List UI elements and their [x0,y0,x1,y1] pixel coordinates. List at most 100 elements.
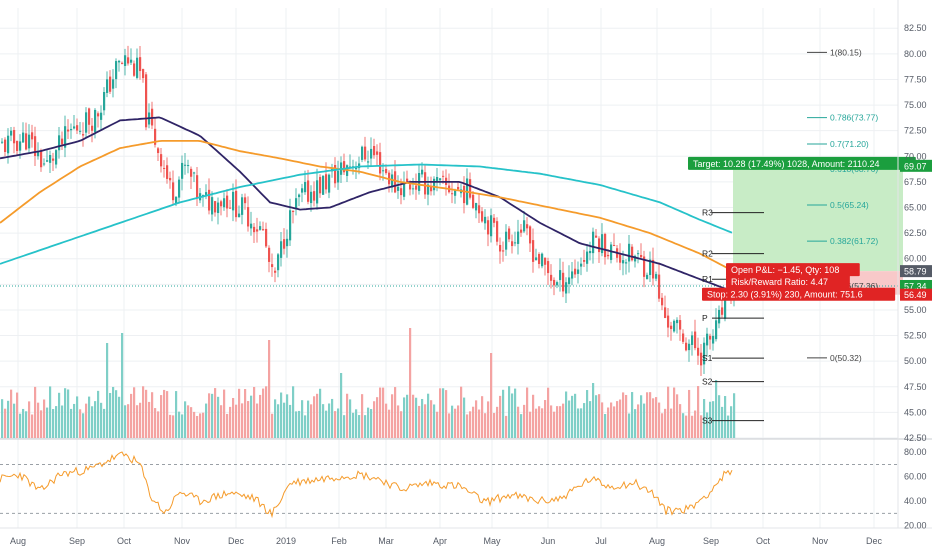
candle-body[interactable] [361,146,364,160]
candle-body[interactable] [169,177,172,181]
candle-body[interactable] [574,268,577,275]
candle-body[interactable] [454,190,457,196]
candle-body[interactable] [505,231,508,250]
candle-body[interactable] [133,63,136,76]
candle-body[interactable] [694,331,697,349]
candle-body[interactable] [493,217,496,223]
candle-body[interactable] [634,255,637,262]
candle-body[interactable] [64,126,67,148]
candle-body[interactable] [112,79,115,89]
candle-body[interactable] [715,320,718,340]
candle-body[interactable] [241,197,244,215]
candle-body[interactable] [655,274,658,279]
candle-body[interactable] [631,246,634,261]
candle-body[interactable] [343,161,346,173]
candle-body[interactable] [538,254,541,264]
candle-body[interactable] [307,180,310,202]
candle-body[interactable] [208,189,211,211]
candle-body[interactable] [712,335,715,344]
candle-body[interactable] [37,151,40,157]
candle-body[interactable] [271,264,274,268]
candle-body[interactable] [154,128,157,145]
candle-body[interactable] [334,164,337,184]
candle-body[interactable] [55,150,58,165]
candle-body[interactable] [283,239,286,249]
candle-body[interactable] [523,220,526,232]
candle-body[interactable] [613,245,616,247]
candle-body[interactable] [277,254,280,271]
candle-body[interactable] [640,254,643,258]
candle-body[interactable] [517,231,520,244]
candle-body[interactable] [247,207,250,227]
candle-body[interactable] [322,175,325,195]
candle-body[interactable] [721,307,724,315]
candle-body[interactable] [196,175,199,198]
candle-body[interactable] [16,140,19,151]
candle-body[interactable] [472,194,475,208]
candle-body[interactable] [724,290,727,319]
candle-body[interactable] [73,126,76,129]
candle-body[interactable] [685,342,688,351]
candle-body[interactable] [88,108,91,125]
candle-body[interactable] [157,148,160,154]
candle-body[interactable] [91,125,94,131]
candle-body[interactable] [292,210,295,213]
candle-body[interactable] [22,132,25,143]
candle-body[interactable] [376,151,379,155]
candle-body[interactable] [121,62,124,64]
candle-body[interactable] [526,224,529,229]
candle-body[interactable] [187,165,190,167]
candle-body[interactable] [106,79,109,93]
candle-body[interactable] [226,195,229,209]
candle-body[interactable] [175,196,178,204]
candle-body[interactable] [19,141,22,151]
candle-body[interactable] [589,250,592,254]
candle-body[interactable] [400,188,403,196]
candle-body[interactable] [163,167,166,169]
candle-body[interactable] [118,60,121,63]
candle-body[interactable] [703,342,706,365]
candle-body[interactable] [649,259,652,275]
candle-body[interactable] [289,210,292,241]
candle-body[interactable] [529,226,532,244]
candle-body[interactable] [262,229,265,231]
candle-body[interactable] [595,235,598,238]
candle-body[interactable] [124,55,127,66]
candle-body[interactable] [160,154,163,167]
candle-body[interactable] [214,201,217,213]
candle-body[interactable] [268,247,271,262]
candle-body[interactable] [94,109,97,133]
candle-body[interactable] [313,191,316,201]
candle-body[interactable] [166,165,169,179]
candle-body[interactable] [673,320,676,332]
candle-body[interactable] [385,168,388,174]
candle-body[interactable] [658,274,661,299]
candle-body[interactable] [442,175,445,177]
candle-body[interactable] [25,133,28,150]
candle-body[interactable] [244,197,247,204]
candle-body[interactable] [676,319,679,324]
candle-body[interactable] [553,279,556,286]
candle-body[interactable] [601,234,604,254]
candle-body[interactable] [319,176,322,194]
candle-body[interactable] [316,180,319,204]
candle-body[interactable] [709,335,712,340]
candle-body[interactable] [127,57,130,64]
candle-body[interactable] [100,112,103,120]
candle-body[interactable] [607,254,610,257]
candle-body[interactable] [565,282,568,294]
candle-body[interactable] [643,256,646,277]
candle-body[interactable] [592,231,595,254]
candle-body[interactable] [379,152,382,174]
candle-body[interactable] [547,261,550,274]
candle-body[interactable] [211,197,214,215]
candle-body[interactable] [364,146,367,160]
candle-body[interactable] [664,307,667,318]
candle-body[interactable] [295,198,298,209]
candle-body[interactable] [115,61,118,80]
candle-body[interactable] [478,205,481,214]
candle-body[interactable] [235,190,238,218]
candle-body[interactable] [85,112,88,133]
candle-body[interactable] [646,274,649,280]
candle-body[interactable] [184,164,187,166]
